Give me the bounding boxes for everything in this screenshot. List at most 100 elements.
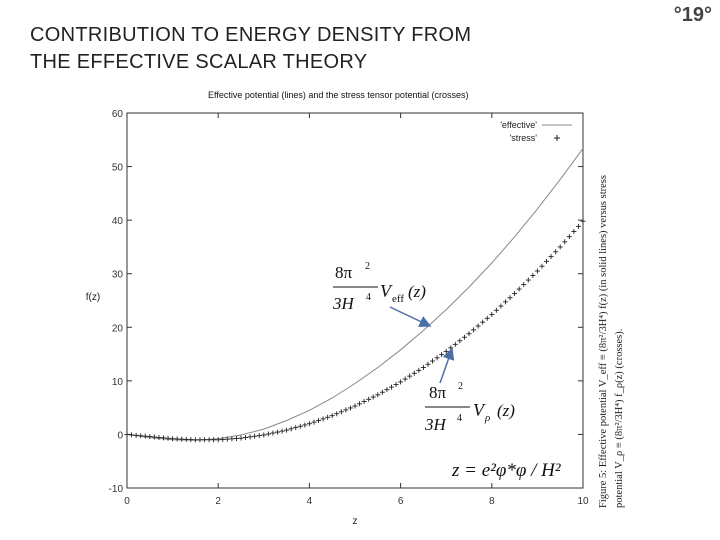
caption-line-2: potential V_ρ ≡ (8π²/3H⁴) f_ρ(z) (crosse… (614, 328, 625, 508)
x-tick-label: 10 (577, 496, 589, 507)
series-stress-cross (124, 431, 130, 437)
slide-title: CONTRIBUTION TO ENERGY DENSITY FROM THE … (30, 22, 590, 76)
slide-title-line-2: THE EFFECTIVE SCALAR THEORY (30, 51, 368, 73)
series-stress-cross (188, 437, 194, 443)
y-axis-label: f(z) (86, 292, 100, 303)
vrho-denominator-exponent: 4 (457, 413, 462, 424)
series-stress-cross (443, 348, 449, 354)
series-stress-cross (553, 249, 559, 255)
series-stress-cross (420, 364, 426, 370)
series-stress-cross (297, 423, 303, 429)
series-stress-cross (398, 379, 404, 385)
series-stress-cross (329, 413, 335, 419)
chart-title: Effective potential (lines) and the stre… (208, 90, 469, 100)
series-stress-cross (165, 435, 171, 441)
series-stress-cross (461, 334, 467, 340)
y-tick-label: 0 (117, 430, 123, 441)
veff-formula: 8π 2 3H 4 V eff (z) (332, 261, 426, 313)
series-stress-cross (343, 407, 349, 413)
series-stress-cross (274, 429, 280, 435)
veff-numerator: 8π (335, 263, 353, 282)
series-stress-cross (215, 437, 221, 443)
series-stress-cross (129, 432, 135, 438)
series-stress-cross (361, 399, 367, 405)
series-stress-cross (402, 376, 408, 382)
series-stress-cross (252, 433, 258, 439)
series-stress-cross (247, 434, 253, 440)
series-stress-cross (530, 273, 536, 279)
series-stress-cross (521, 282, 527, 288)
series-stress-cross (471, 327, 477, 333)
series-stress-cross (475, 323, 481, 329)
y-tick-label: -10 (109, 484, 124, 495)
veff-symbol: V (380, 281, 393, 301)
series-stress-cross (306, 421, 312, 427)
plot-frame (126, 112, 584, 489)
series-stress-cross (498, 303, 504, 309)
series-stress-cross (284, 427, 290, 433)
series-stress-cross (411, 370, 417, 376)
series-stress-cross (379, 389, 385, 395)
series-stress-cross (334, 411, 340, 417)
series-stress-cross (452, 341, 458, 347)
x-tick-label: 2 (215, 496, 221, 507)
series-stress-cross (534, 268, 540, 274)
series-stress-cross (384, 387, 390, 393)
slide-number: °19° (673, 4, 712, 26)
vrho-symbol: V (473, 400, 486, 420)
series-stress-cross (170, 436, 176, 442)
series-stress-cross (366, 396, 372, 402)
series-stress-cross (430, 358, 436, 364)
series-stress-cross (338, 409, 344, 415)
series-stress-cross (224, 436, 230, 442)
series-stress-cross (316, 418, 322, 423)
series-stress-cross (571, 229, 577, 234)
series-stress-cross (388, 384, 394, 390)
x-tick-label: 8 (489, 496, 495, 507)
series-stress-cross (375, 392, 381, 398)
series-stress-cross (466, 331, 472, 337)
series-stress-cross (357, 401, 363, 407)
series-stress-cross (439, 352, 445, 358)
y-tick-label: 50 (112, 163, 124, 174)
y-tick-label: 40 (112, 216, 124, 227)
veff-argument: (z) (408, 282, 426, 301)
series-stress-cross (539, 263, 545, 269)
x-tick-label: 4 (307, 496, 313, 507)
series-stress-cross (197, 437, 203, 443)
veff-arrow (389, 306, 432, 327)
series-stress-cross (229, 436, 235, 442)
slide-title-line-1: CONTRIBUTION TO ENERGY DENSITY FROM (30, 24, 472, 46)
series-stress-cross (133, 432, 139, 438)
series-stress-cross (425, 361, 431, 367)
series-stress-cross (174, 436, 180, 442)
series-stress-cross (261, 432, 267, 438)
vrho-arrow (439, 347, 455, 384)
veff-numerator-exponent: 2 (365, 261, 370, 272)
vrho-numerator: 8π (429, 383, 447, 402)
series-stress-cross (407, 373, 413, 379)
series-stress-cross (507, 295, 513, 301)
x-tick-label: 0 (124, 496, 130, 507)
veff-subscript: eff (392, 293, 404, 305)
y-tick-label: 10 (112, 377, 124, 388)
y-tick-label: 20 (112, 323, 124, 334)
series-stress-cross (320, 416, 326, 422)
series-stress-cross (270, 430, 276, 436)
series-stress-cross (311, 419, 317, 425)
vrho-argument: (z) (497, 401, 515, 420)
veff-denominator-exponent: 4 (366, 292, 371, 303)
z-definition: z = e²φ*φ / H² (451, 460, 561, 481)
series-stress-cross (147, 434, 153, 440)
series-stress-cross (138, 433, 144, 439)
series-stress-cross (502, 299, 508, 305)
series-stress-cross (525, 277, 531, 283)
series-stress-cross (484, 315, 490, 321)
series-stress-cross (183, 436, 189, 442)
series-stress-cross (480, 319, 486, 325)
caption-line-1: Figure 5: Effective potential V_eff ≡ (8… (598, 175, 609, 508)
figure-caption: Figure 5: Effective potential V_eff ≡ (8… (596, 96, 636, 508)
series-stress-cross (325, 414, 331, 420)
series-stress-cross (288, 426, 294, 432)
